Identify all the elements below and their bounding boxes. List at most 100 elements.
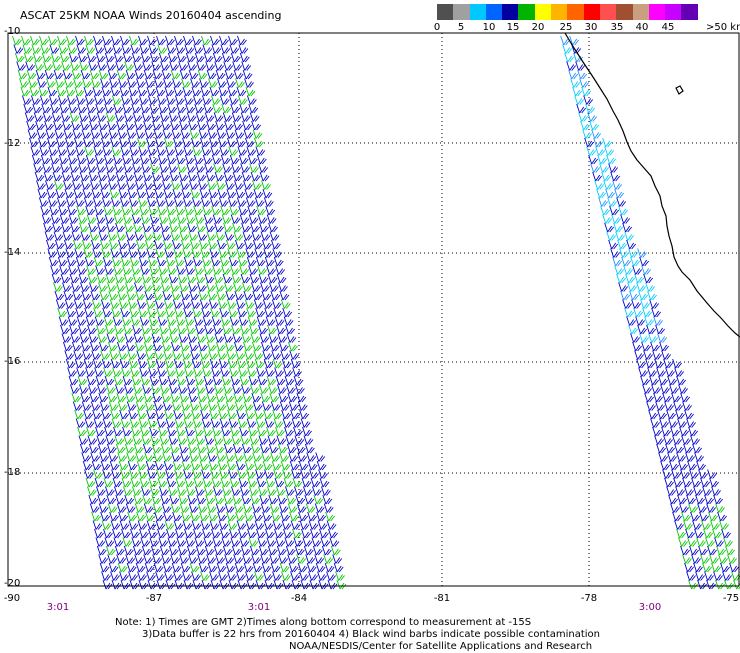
wind-barb [102,35,112,46]
wind-barb [116,392,127,403]
wind-barb [256,316,267,326]
wind-barb [203,52,214,63]
wind-barb [207,562,218,573]
wind-barb [269,341,280,352]
wind-barb [692,443,702,454]
wind-barb [119,520,130,530]
wind-barb [677,418,687,428]
wind-barb [190,511,201,522]
wind-barb [184,154,195,165]
wind-barb [202,205,213,216]
wind-barb [88,171,99,182]
wind-barb [209,358,220,369]
wind-barb [121,528,131,539]
wind-barb [717,511,727,522]
wind-barb [263,520,274,530]
wind-barb [134,503,145,513]
wind-barb [32,52,43,63]
wind-barb [82,188,93,199]
wind-barb [176,214,187,224]
wind-barb [135,129,146,139]
wind-barb [128,520,139,530]
wind-barb [263,571,273,581]
wind-barb [679,426,689,437]
wind-barb [262,511,273,522]
wind-barb [228,418,239,428]
wind-barb [663,435,673,445]
wind-barb [148,528,158,539]
wind-barb [686,418,696,428]
wind-barb [113,375,124,386]
wind-barb [100,350,111,360]
wind-barb [175,44,186,54]
wind-barb [295,384,305,394]
wind-barb [225,290,236,301]
note-line-2: 3)Data buffer is 22 hrs from 20160404 4)… [142,629,600,640]
wind-barb [623,265,634,275]
wind-barb [115,61,126,71]
wind-barb [189,452,200,462]
wind-barb [129,418,140,428]
wind-barb [88,494,99,505]
wind-barb [300,579,311,590]
wind-barb [678,537,688,547]
wind-barb [323,554,334,564]
wind-barb [166,154,177,165]
wind-barb [178,171,189,182]
wind-barb [228,95,239,105]
wind-barb [314,503,325,513]
wind-barb [26,120,36,131]
wind-barb [193,316,204,326]
wind-barb [174,35,184,46]
wind-barb [181,188,192,199]
wind-barb [579,78,590,88]
wind-barb [289,460,300,471]
wind-barb [48,146,59,156]
wind-barb [174,146,185,156]
wind-barb [135,180,145,190]
wind-barb [188,554,199,564]
wind-barb [268,333,279,343]
wind-barb [227,409,238,420]
wind-barb [620,214,631,224]
wind-barb [241,333,252,343]
wind-barb [194,265,205,275]
wind-barb [281,571,291,581]
wind-barb [246,307,257,318]
wind-barb [280,460,291,471]
wind-barb [176,375,187,386]
wind-barb [686,494,696,505]
wind-barb [229,477,240,488]
wind-barb [140,265,151,275]
wind-barb [277,443,288,454]
wind-barb [123,324,133,335]
wind-barb [262,299,273,309]
wind-barb [88,61,99,71]
wind-barb [136,299,147,309]
wind-barb [196,171,207,182]
wind-barb [647,367,657,377]
wind-barb [182,571,192,581]
wind-barb [93,418,104,428]
wind-barb [147,146,158,156]
wind-barb [154,460,165,471]
wind-barb [220,154,231,165]
wind-barb [138,418,149,428]
wind-barb [154,511,165,522]
wind-barb [64,350,75,360]
wind-barb [75,418,86,428]
wind-barb [145,299,156,309]
wind-barb [249,486,259,496]
wind-barb [714,537,724,547]
wind-barb [636,358,646,369]
wind-barb [58,154,69,165]
wind-barb [585,103,596,114]
wind-barb [137,248,148,258]
wind-barb [157,367,168,377]
wind-barb [276,486,286,496]
wind-barb [92,197,103,207]
wind-barb [93,307,104,318]
wind-barb [633,307,643,318]
wind-barb [139,205,150,216]
wind-barb [112,205,123,216]
